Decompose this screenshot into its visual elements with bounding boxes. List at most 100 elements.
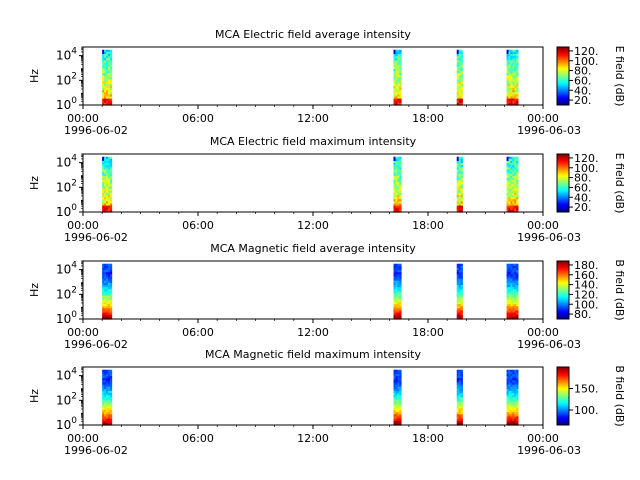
spectrogram-cell: [508, 167, 511, 171]
spectrogram-cell: [102, 73, 105, 76]
spectrogram-cell: [508, 188, 511, 192]
colorbar-tick-label: 100.: [574, 162, 599, 175]
spectrogram-cell: [458, 378, 461, 381]
spectrogram-cell: [508, 399, 511, 403]
spectrogram-cell: [107, 293, 111, 297]
spectrogram-cell: [393, 308, 396, 312]
spectrogram-cell: [104, 399, 107, 403]
spectrogram-cell: [460, 373, 463, 377]
spectrogram-cell: [458, 94, 461, 98]
spectrogram-cell: [512, 102, 515, 106]
spectrogram-cell: [397, 66, 400, 70]
spectrogram-cell: [397, 308, 400, 312]
spectrogram-cell: [514, 100, 517, 104]
spectrogram-cell: [514, 412, 517, 415]
spectrogram-cell: [106, 373, 109, 377]
spectrogram-cell: [508, 209, 511, 213]
spectrogram-cell: [516, 403, 519, 407]
spectrogram-cell: [456, 77, 460, 81]
spectrogram-cell: [399, 393, 402, 396]
spectrogram-cell: [458, 175, 461, 179]
spectrogram-cell: [399, 177, 402, 181]
spectrogram-cell: [506, 70, 509, 74]
spectrogram-cell: [456, 299, 460, 303]
spectrogram-cell: [395, 100, 398, 104]
spectrogram-cell: [516, 75, 519, 78]
spectrogram-cell: [460, 171, 463, 175]
spectrogram-cell: [506, 282, 509, 286]
spectrogram-cell: [399, 390, 402, 394]
spectrogram-cell: [516, 289, 519, 292]
spectrogram-cell: [393, 408, 396, 411]
colorbar-segment: [557, 62, 569, 65]
spectrogram-cell: [397, 92, 400, 95]
spectrogram-cell: [104, 49, 107, 53]
spectrogram-cell: [107, 94, 111, 98]
spectrogram-cell: [514, 280, 517, 284]
spectrogram-cell: [106, 199, 109, 202]
spectrogram-cell: [102, 284, 105, 288]
spectrogram-cell: [456, 167, 460, 171]
spectrogram-cell: [107, 418, 111, 422]
colorbar-tick-label: 80.: [574, 172, 592, 185]
spectrogram-cell: [106, 274, 109, 278]
colorbar-segment: [557, 180, 569, 183]
spectrogram-cell: [395, 295, 398, 299]
spectrogram-cell: [514, 177, 517, 181]
spectrogram-cell: [107, 201, 111, 205]
spectrogram-cell: [109, 209, 113, 213]
spectrogram-cell: [514, 81, 517, 85]
spectrogram-cell: [456, 395, 460, 398]
spectrogram-cell: [397, 299, 400, 303]
spectrogram-cell: [102, 369, 105, 373]
spectrogram-cell: [399, 414, 402, 418]
spectrogram-cell: [506, 205, 509, 209]
spectrogram-cell: [460, 274, 463, 278]
spectrogram-cell: [393, 186, 396, 190]
spectrogram-cell: [393, 405, 396, 409]
spectrogram-cell: [458, 160, 461, 164]
spectrogram-cell: [393, 299, 396, 303]
spectrogram-cell: [106, 289, 109, 292]
spectrogram-cell: [506, 420, 509, 424]
spectrogram-cell: [393, 75, 396, 78]
spectrogram-cell: [516, 270, 519, 273]
spectrogram-cell: [510, 384, 513, 388]
spectrogram-cell: [516, 96, 519, 100]
spectrogram-cell: [460, 209, 463, 213]
spectrogram-cell: [510, 422, 513, 426]
spectrogram-cell: [458, 165, 461, 168]
spectrogram-cell: [456, 278, 460, 282]
spectrogram-cell: [107, 58, 111, 61]
spectrogram-cell: [456, 175, 460, 179]
spectrogram-cell: [395, 186, 398, 190]
spectrogram-cell: [393, 384, 396, 388]
spectrogram-cell: [102, 175, 105, 179]
spectrogram-cell: [395, 408, 398, 411]
spectrogram-cell: [460, 420, 463, 424]
spectrogram-cell: [399, 90, 402, 93]
spectrogram-cell: [109, 100, 113, 104]
data-column: [456, 49, 463, 106]
spectrogram-cell: [506, 390, 509, 394]
spectrogram-cell: [512, 378, 515, 381]
colorbar-segment: [557, 96, 569, 99]
spectrogram-cell: [510, 388, 513, 392]
spectrogram-cell: [460, 190, 463, 194]
spectrogram-cell: [397, 282, 400, 286]
colorbar-segment: [557, 413, 569, 416]
spectrogram-cell: [106, 102, 109, 106]
spectrogram-cell: [516, 274, 519, 278]
spectrogram-cell: [512, 64, 515, 68]
spectrogram-cell: [514, 297, 517, 301]
spectrogram-cell: [458, 384, 461, 388]
spectrogram-cell: [458, 314, 461, 318]
colorbar-segment: [557, 274, 569, 276]
spectrogram-cell: [107, 175, 111, 179]
spectrogram-cell: [104, 295, 107, 299]
colorbar-tick-label: 40.: [574, 84, 592, 97]
spectrogram-cell: [397, 297, 400, 301]
spectrogram-cell: [516, 205, 519, 209]
spectrogram-cell: [456, 312, 460, 316]
spectrogram-cell: [456, 291, 460, 295]
